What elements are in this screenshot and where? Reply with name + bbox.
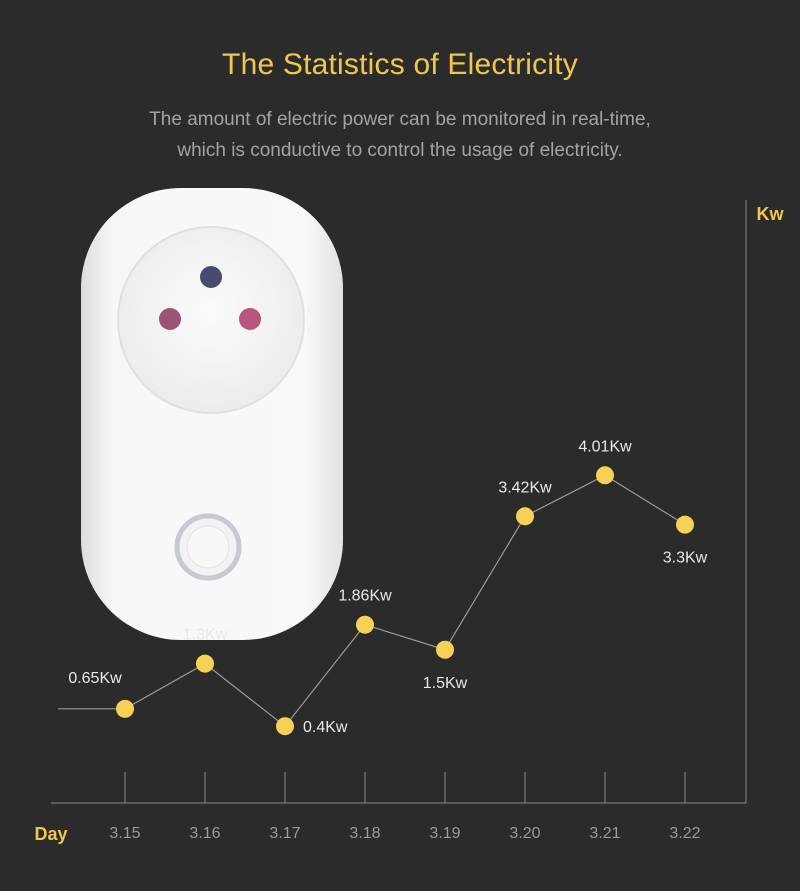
smart-plug-socket-icon bbox=[81, 188, 343, 640]
chart-axes bbox=[51, 200, 747, 804]
socket-earth-pin bbox=[200, 266, 222, 288]
page-title: The Statistics of Electricity bbox=[222, 48, 578, 81]
power-button bbox=[186, 525, 230, 569]
chart-line bbox=[58, 474, 686, 728]
data-label: 1.86Kw bbox=[338, 588, 392, 605]
x-tick-label: 3.21 bbox=[589, 825, 620, 842]
subtitle-line-2: which is conductive to control the usage… bbox=[177, 140, 623, 161]
data-label: 1.3Kw bbox=[183, 627, 228, 644]
x-tick-label: 3.22 bbox=[669, 825, 700, 842]
x-axis-label: Day bbox=[34, 824, 67, 844]
data-point bbox=[196, 654, 214, 673]
data-label: 0.4Kw bbox=[303, 719, 348, 736]
data-label: 3.42Kw bbox=[498, 479, 552, 496]
subtitle-line-1: The amount of electric power can be moni… bbox=[149, 109, 651, 130]
y-axis-label: Kw bbox=[757, 204, 785, 224]
data-point bbox=[516, 507, 534, 526]
x-tick-label: 3.15 bbox=[109, 825, 140, 842]
data-point bbox=[276, 717, 294, 736]
data-point bbox=[676, 515, 694, 534]
data-label: 4.01Kw bbox=[578, 438, 632, 455]
data-label: 1.5Kw bbox=[423, 675, 468, 692]
data-label: 3.3Kw bbox=[663, 550, 708, 567]
page-subtitle: The amount of electric power can be moni… bbox=[0, 104, 800, 166]
x-tick-label: 3.20 bbox=[509, 825, 540, 842]
data-point bbox=[596, 466, 614, 485]
data-point bbox=[116, 699, 134, 718]
x-tick-label: 3.16 bbox=[189, 825, 220, 842]
data-label: 0.65Kw bbox=[68, 670, 122, 687]
x-tick-label: 3.19 bbox=[429, 825, 460, 842]
data-point bbox=[356, 615, 374, 634]
data-point bbox=[436, 640, 454, 659]
x-tick-label: 3.17 bbox=[269, 825, 300, 842]
socket-face bbox=[117, 226, 305, 414]
chart-points bbox=[116, 466, 694, 736]
x-tick-label: 3.18 bbox=[349, 825, 380, 842]
socket-hole-right bbox=[239, 308, 261, 330]
chart-x-ticks: 3.15 3.16 3.17 3.18 3.19 3.20 3.21 3.22 bbox=[109, 772, 701, 842]
series-line bbox=[124, 474, 686, 728]
chart-data-labels: 0.65Kw 1.3Kw 0.4Kw 1.86Kw 1.5Kw 3.42Kw 4.01Kw 3… bbox=[68, 438, 707, 736]
socket-hole-left bbox=[159, 308, 181, 330]
